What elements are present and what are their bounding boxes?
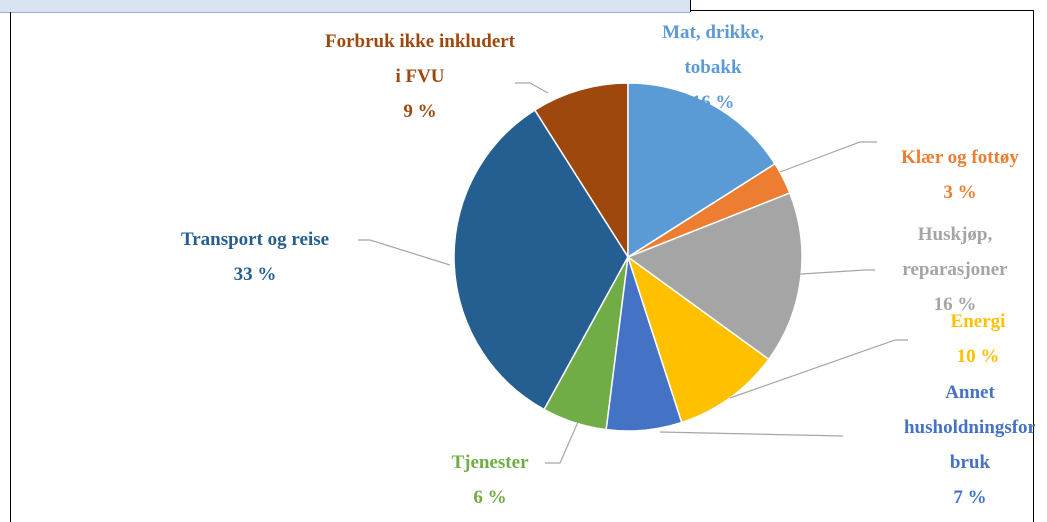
label-name: Tjenester [451, 452, 529, 473]
frame-top [690, 10, 1034, 11]
data-label: Mat, drikke, tobakk 16 % [638, 15, 788, 120]
label-value: 16 % [691, 92, 735, 113]
frame-right [1033, 10, 1034, 522]
leader-line [659, 431, 844, 437]
label-value: 16 % [933, 294, 977, 315]
leader-line [358, 239, 451, 266]
leader-line [784, 269, 875, 276]
leader-lines [358, 82, 908, 464]
leader-line [729, 339, 908, 399]
data-label: Huskjøp, reparasjoner 16 % [870, 217, 1035, 322]
header-strip [0, 0, 690, 13]
data-label: Energi 10 % [918, 304, 1035, 374]
label-name: Transport og reise [180, 229, 330, 250]
pie-slice [626, 191, 803, 361]
label-name: Annet husholdningsforbruk [903, 382, 1035, 473]
leader-line [545, 421, 579, 464]
label-value: 7 % [953, 487, 987, 508]
label-name: Forbruk ikke inkludert i FVU [324, 31, 516, 87]
data-label: Transport og reise 33 % [125, 222, 385, 292]
label-value: 33 % [233, 264, 277, 285]
label-value: 9 % [403, 101, 437, 122]
leader-line [515, 82, 549, 94]
data-label: Klær og fottøy 3 % [875, 140, 1035, 210]
label-value: 10 % [956, 346, 1000, 367]
data-label: Forbruk ikke inkludert i FVU 9 % [320, 24, 520, 129]
data-label: Tjenester 6 % [420, 445, 560, 515]
label-name: Mat, drikke, tobakk [662, 22, 764, 78]
frame-mid [690, 0, 691, 12]
label-name: Energi [950, 311, 1006, 332]
label-name: Huskjøp, reparasjoner [902, 224, 1008, 280]
pie-slice [533, 82, 629, 260]
pie-slice [627, 82, 776, 259]
data-label: Annet husholdningsforbruk 7 % [900, 375, 1035, 515]
leader-line [779, 141, 877, 173]
label-value: 3 % [943, 182, 977, 203]
frame-left [10, 12, 11, 522]
label-name: Klær og fottøy [901, 147, 1019, 168]
label-value: 6 % [473, 487, 507, 508]
